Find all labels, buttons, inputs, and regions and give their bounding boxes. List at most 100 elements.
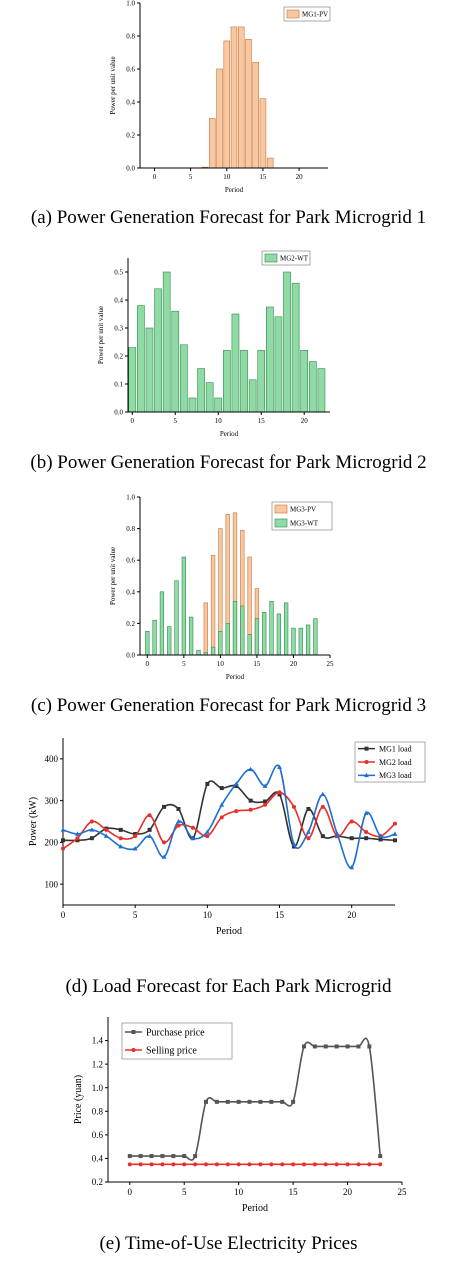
- bar: [269, 600, 274, 656]
- x-axis-label: Period: [216, 926, 242, 937]
- legend-marker: [131, 1048, 136, 1052]
- data-point: [320, 804, 325, 809]
- data-point: [345, 1044, 350, 1049]
- data-point: [356, 1044, 361, 1049]
- data-point: [219, 786, 224, 791]
- data-point: [138, 1154, 143, 1159]
- data-point: [147, 833, 153, 838]
- data-point: [104, 827, 109, 832]
- data-point: [219, 815, 224, 820]
- y-tick-label: 1.4: [92, 1036, 104, 1046]
- chart-b-caption: (b) Power Generation Forecast for Park M…: [30, 452, 427, 473]
- data-point: [160, 1162, 165, 1167]
- x-tick-label: 0: [128, 1187, 133, 1197]
- y-tick-label: 400: [45, 754, 59, 764]
- y-axis-label: Power per unit value: [109, 56, 117, 114]
- x-axis-label: Period: [220, 430, 239, 438]
- chart-e-plot: 0 5 10 15 20 25 0.2 0.4 0.6 0.8 1.0 1.2 1.4 Period Pri…: [73, 1017, 407, 1214]
- bar: [171, 310, 180, 413]
- data-point: [132, 846, 138, 851]
- chart-panel-b: 0 5 10 15 20 0.0 0.1 0.2 0.3 0.4 0.5 Period Power pe…: [0, 245, 457, 490]
- data-point: [302, 1044, 306, 1049]
- y-tick-label: 0.0: [126, 164, 135, 172]
- bar: [252, 62, 259, 169]
- bar: [152, 619, 157, 656]
- data-point: [291, 804, 296, 809]
- data-point: [127, 1162, 132, 1167]
- chart-d-plot: 0 5 10 15 20 100 200 300 400 Period Power (kW) MG1 …: [28, 738, 426, 937]
- data-point: [247, 1099, 252, 1104]
- data-point: [219, 802, 225, 807]
- y-tick-label: 0.4: [126, 98, 135, 106]
- legend-label: MG3 load: [379, 771, 412, 780]
- x-tick-label: 15: [258, 417, 266, 425]
- data-point: [323, 1044, 328, 1049]
- data-point: [133, 834, 138, 839]
- bar: [203, 602, 208, 656]
- y-tick-label: 0.0: [114, 408, 123, 416]
- x-tick-label: 15: [259, 173, 267, 181]
- y-tick-label: 0.2: [126, 131, 135, 139]
- data-point: [75, 831, 80, 836]
- data-point: [364, 836, 369, 841]
- data-point: [234, 809, 239, 814]
- y-tick-label: 0.3: [114, 324, 123, 332]
- y-tick-label: 1.0: [126, 0, 135, 7]
- data-point: [176, 818, 181, 824]
- data-point: [247, 1162, 252, 1167]
- data-point: [89, 819, 94, 824]
- data-point: [118, 843, 124, 849]
- y-tick-label: 0.6: [126, 557, 135, 565]
- y-tick-label: 0.8: [92, 1106, 104, 1116]
- bar: [223, 350, 231, 413]
- chart-c-caption: (c) Power Generation Forecast for Park M…: [30, 695, 427, 716]
- data-point: [378, 833, 383, 838]
- bar: [291, 627, 296, 656]
- y-tick-label: 0.6: [92, 1130, 104, 1140]
- x-tick-label: 5: [182, 660, 186, 668]
- bar: [240, 350, 248, 413]
- data-point: [214, 1162, 219, 1167]
- series-line: [62, 764, 396, 869]
- data-point: [176, 806, 181, 811]
- data-point: [118, 836, 123, 841]
- x-tick-label: 10: [203, 910, 213, 920]
- data-point: [248, 766, 254, 772]
- data-point: [118, 827, 123, 832]
- x-tick-label: 5: [189, 173, 193, 181]
- chart-a-caption: (a) Power Generation Forecast for Park M…: [30, 207, 427, 228]
- legend-box: [121, 1022, 233, 1060]
- bar: [276, 613, 281, 656]
- data-point: [75, 836, 80, 841]
- data-point: [277, 792, 282, 797]
- y-axis-label: Power (kW): [28, 797, 39, 846]
- data-point: [378, 837, 383, 842]
- data-point: [291, 1099, 296, 1104]
- data-point: [305, 829, 311, 834]
- data-point: [147, 813, 152, 818]
- data-point: [392, 831, 398, 836]
- data-point: [367, 1162, 372, 1167]
- bar: [128, 347, 137, 413]
- y-tick-label: 0.1: [114, 380, 123, 388]
- bar: [266, 306, 274, 413]
- data-point: [61, 846, 65, 851]
- y-tick-label: 0.8: [126, 32, 135, 40]
- bar: [231, 313, 240, 413]
- data-point: [345, 1162, 350, 1167]
- x-tick-label: 15: [275, 910, 285, 920]
- data-point: [280, 1162, 285, 1167]
- data-point: [149, 1154, 154, 1159]
- x-tick-label: 0: [131, 417, 135, 425]
- data-point: [248, 798, 253, 803]
- bar: [210, 555, 216, 656]
- bar: [230, 26, 238, 169]
- data-point: [269, 1162, 274, 1167]
- y-tick-label: 0.4: [114, 296, 123, 304]
- data-point: [312, 1044, 317, 1049]
- y-tick-label: 1.0: [126, 493, 135, 501]
- chart-e-caption: (e) Time-of-Use Electricity Prices: [99, 1233, 358, 1254]
- data-point: [193, 1162, 198, 1167]
- bar: [214, 397, 223, 413]
- x-tick-label: 15: [289, 1187, 299, 1197]
